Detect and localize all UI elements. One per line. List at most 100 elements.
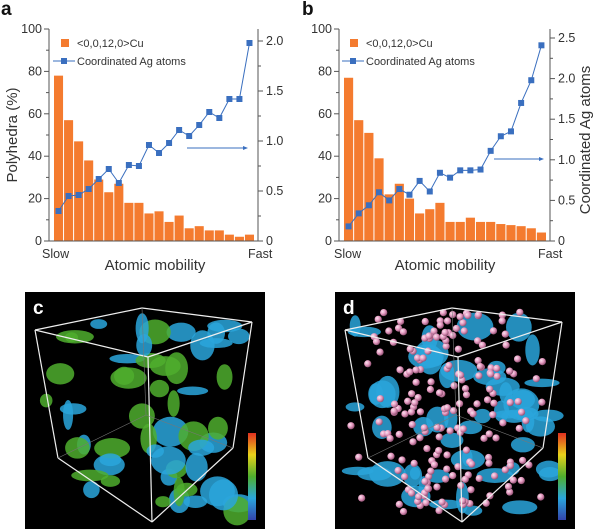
blue-isosurface — [185, 452, 208, 482]
blue-isosurface — [403, 463, 423, 488]
ag-atom — [506, 488, 514, 496]
ag-atom — [385, 327, 393, 335]
ag-atom — [400, 473, 409, 481]
bar — [506, 225, 516, 241]
line-marker — [186, 133, 193, 139]
green-isosurface — [128, 403, 155, 429]
render-panel-c: c — [25, 292, 265, 529]
cube-edge — [147, 321, 253, 358]
ag-atom — [376, 348, 384, 356]
line-marker — [95, 176, 102, 182]
ag-atom — [406, 345, 414, 353]
ag-atom — [489, 327, 498, 335]
ag-atom — [519, 456, 527, 465]
y-tick-label: 40 — [28, 149, 42, 163]
ag-atom — [441, 328, 449, 337]
bar — [84, 160, 94, 241]
ag-atom — [436, 321, 444, 329]
cube-edge — [344, 329, 369, 459]
legend-line-label: Coordinated Ag atoms — [366, 56, 475, 68]
line-marker — [55, 208, 62, 214]
ag-atom — [464, 311, 472, 320]
x-start-label: Slow — [334, 247, 362, 261]
blue-isosurface — [151, 446, 186, 475]
cube-edge — [451, 307, 563, 323]
blue-isosurface — [535, 460, 562, 478]
green-isosurface — [65, 437, 90, 459]
bar — [144, 213, 154, 241]
ag-atom — [435, 433, 443, 441]
line-marker — [226, 96, 233, 102]
ag-atom — [435, 446, 443, 455]
ag-atom — [516, 308, 524, 316]
cube-edge — [147, 356, 153, 523]
ag-atom — [450, 382, 458, 390]
blue-isosurface — [524, 378, 560, 388]
line-marker — [125, 162, 132, 168]
ag-atom — [498, 311, 506, 319]
ag-atom — [462, 446, 471, 454]
ag-atom — [409, 438, 417, 446]
ag-atom — [397, 317, 405, 326]
legend-bar-label: <0,0,12,0>Cu — [366, 38, 433, 50]
ag-atom — [509, 476, 517, 484]
x-end-label: Fast — [538, 247, 563, 261]
line-marker — [507, 128, 514, 135]
ag-atom — [485, 430, 493, 438]
ag-atom — [462, 391, 471, 399]
green-isosurface — [216, 364, 233, 390]
bar — [425, 209, 435, 241]
line-marker — [115, 180, 122, 186]
legend-line-label: Coordinated Ag atoms — [77, 56, 186, 68]
blue-isosurface — [341, 466, 374, 476]
ag-atom — [517, 408, 526, 416]
ag-atom — [445, 361, 453, 370]
ag-atom — [461, 384, 470, 393]
green-isosurface — [94, 438, 131, 459]
legend-bar-swatch — [61, 39, 69, 47]
ag-atom — [355, 453, 363, 461]
ag-atom — [459, 425, 467, 433]
cube-edge — [232, 321, 253, 449]
ag-atom — [452, 324, 460, 333]
ag-atom — [506, 398, 514, 407]
ag-atom — [501, 330, 509, 338]
ag-atom — [454, 463, 462, 471]
y2-tick-label: 1.5 — [558, 112, 575, 126]
cube-edge — [457, 321, 563, 358]
y-tick-label: 80 — [28, 64, 42, 78]
ag-atom — [387, 452, 395, 460]
y2-tick-label: 1.0 — [558, 153, 575, 167]
blue-isosurface — [493, 400, 510, 422]
cube-edge — [34, 307, 143, 331]
line-marker — [376, 189, 383, 196]
line-marker — [75, 192, 82, 198]
green-isosurface — [167, 390, 180, 417]
cube-edge — [151, 447, 234, 523]
ag-atom — [425, 472, 433, 481]
ag-atom — [473, 400, 481, 408]
blue-isosurface — [499, 382, 513, 404]
blue-isosurface — [502, 500, 538, 515]
blue-isosurface — [83, 481, 100, 499]
line-marker — [467, 167, 474, 174]
ag-atom — [390, 407, 398, 415]
ag-atom — [485, 459, 493, 467]
ag-atom — [433, 483, 441, 491]
line-marker — [518, 99, 525, 106]
line-marker — [236, 96, 243, 102]
line-marker — [85, 186, 92, 192]
x-axis-label: Atomic mobility — [395, 257, 496, 274]
ag-atom — [398, 456, 406, 464]
ag-atom — [438, 498, 446, 506]
line-marker — [497, 133, 504, 140]
ag-atom — [449, 407, 458, 415]
ag-atom — [514, 397, 522, 406]
bar — [475, 221, 486, 241]
blue-isosurface — [208, 479, 239, 511]
y-tick-label: 60 — [318, 107, 332, 121]
ag-atom — [460, 327, 468, 335]
bar — [234, 236, 244, 241]
y-tick-label: 100 — [311, 22, 332, 36]
ag-atom — [538, 398, 546, 406]
